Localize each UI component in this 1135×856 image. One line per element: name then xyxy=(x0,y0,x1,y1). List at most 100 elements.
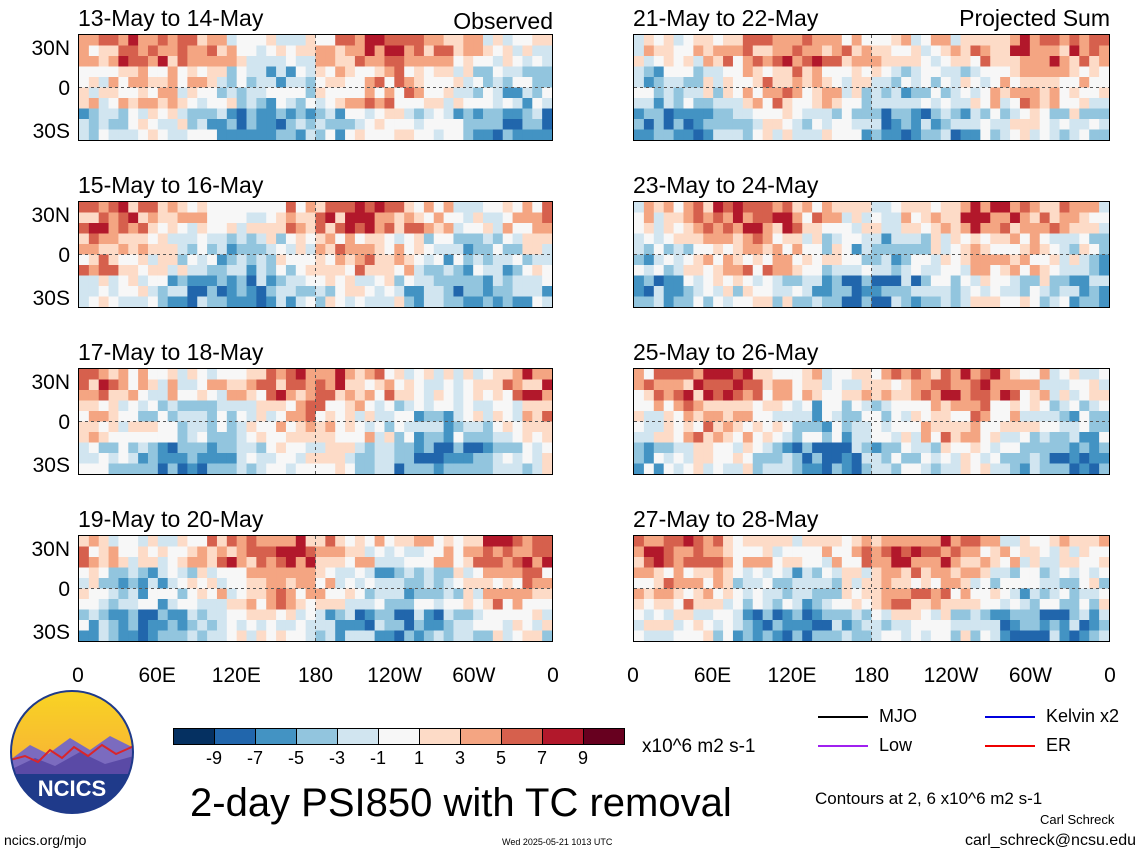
anomaly-cell xyxy=(374,265,386,277)
anomaly-cell xyxy=(433,411,445,423)
anomaly-cell xyxy=(950,202,962,214)
anomaly-cell xyxy=(970,421,982,433)
anomaly-cell xyxy=(276,119,287,131)
anomaly-cell xyxy=(950,244,962,256)
anomaly-cell xyxy=(930,87,942,99)
anomaly-cell xyxy=(364,244,376,256)
anomaly-cell xyxy=(990,66,1002,78)
legend-swatch-kelvin xyxy=(985,716,1035,718)
anomaly-cell xyxy=(147,296,159,307)
anomaly-cell xyxy=(423,421,435,433)
anomaly-cell xyxy=(394,411,406,423)
anomaly-cell xyxy=(492,212,504,224)
anomaly-cell xyxy=(325,129,337,140)
anomaly-cell xyxy=(532,463,544,474)
anomaly-cell xyxy=(443,442,455,454)
anomaly-cell xyxy=(1099,56,1109,68)
anomaly-cell xyxy=(384,98,396,110)
anomaly-cell xyxy=(861,119,873,131)
anomaly-cell xyxy=(226,77,238,89)
anomaly-cell xyxy=(512,223,524,235)
anomaly-cell xyxy=(643,546,655,558)
anomaly-cell xyxy=(940,578,952,590)
anomaly-cell xyxy=(822,45,833,57)
anomaly-cell xyxy=(1089,129,1101,140)
anomaly-cell xyxy=(532,223,544,235)
anomaly-cell xyxy=(782,432,794,444)
anomaly-cell xyxy=(831,286,843,298)
anomaly-cell xyxy=(404,56,416,68)
anomaly-cell xyxy=(276,588,287,600)
anomaly-cell xyxy=(1010,411,1021,423)
anomaly-cell xyxy=(1029,546,1041,558)
anomaly-cell xyxy=(453,390,465,402)
anomaly-cell xyxy=(1039,578,1051,590)
anomaly-cell xyxy=(990,536,1002,548)
anomaly-cell xyxy=(901,296,913,307)
anomaly-cell xyxy=(980,212,992,224)
anomaly-cell xyxy=(207,442,218,454)
anomaly-cell xyxy=(512,557,524,569)
anomaly-cell xyxy=(881,244,893,256)
anomaly-cell xyxy=(98,56,110,68)
anomaly-cell xyxy=(404,620,416,632)
anomaly-cell xyxy=(246,286,258,298)
anomaly-cell xyxy=(990,286,1002,298)
anomaly-cell xyxy=(285,265,297,277)
anomaly-cell xyxy=(762,442,774,454)
anomaly-cell xyxy=(851,35,863,47)
anomaly-cell xyxy=(1039,411,1051,423)
anomaly-cell xyxy=(128,233,140,245)
anomaly-cell xyxy=(79,390,90,402)
anomaly-cell xyxy=(453,244,465,256)
anomaly-cell xyxy=(226,411,238,423)
anomaly-cell xyxy=(128,546,140,558)
anomaly-cell xyxy=(79,453,90,465)
anomaly-cell xyxy=(483,390,494,402)
anomaly-cell xyxy=(1000,275,1012,287)
anomaly-cell xyxy=(1059,244,1071,256)
anomaly-cell xyxy=(246,265,258,277)
anomaly-cell xyxy=(98,609,110,621)
anomaly-cell xyxy=(822,630,833,641)
anomaly-cell xyxy=(920,411,932,423)
anomaly-cell xyxy=(732,45,744,57)
anomaly-cell xyxy=(822,296,833,307)
anomaly-cell xyxy=(1039,463,1051,474)
anomaly-cell xyxy=(453,369,465,381)
anomaly-cell xyxy=(98,546,110,558)
anomaly-cell xyxy=(492,77,504,89)
anomaly-cell xyxy=(414,442,425,454)
anomaly-cell xyxy=(940,275,952,287)
anomaly-cell xyxy=(207,453,218,465)
anomaly-cell xyxy=(532,286,544,298)
anomaly-cell xyxy=(177,45,189,57)
anomaly-cell xyxy=(414,432,425,444)
anomaly-cell xyxy=(118,463,130,474)
anomaly-cell xyxy=(325,567,337,579)
anomaly-cell xyxy=(1039,286,1051,298)
anomaly-cell xyxy=(1089,275,1101,287)
anomaly-cell xyxy=(266,98,278,110)
anomaly-cell xyxy=(841,599,853,611)
lat-label: 30N xyxy=(31,538,70,561)
anomaly-cell xyxy=(542,411,552,423)
anomaly-cell xyxy=(532,432,544,444)
anomaly-cell xyxy=(752,286,764,298)
anomaly-cell xyxy=(851,421,863,433)
anomaly-cell xyxy=(822,442,833,454)
anomaly-cell xyxy=(216,202,228,214)
anomaly-cell xyxy=(980,453,992,465)
anomaly-cell xyxy=(792,442,804,454)
anomaly-cell xyxy=(1019,244,1031,256)
anomaly-cell xyxy=(812,119,824,131)
site-url[interactable]: ncics.org/mjo xyxy=(4,832,87,848)
anomaly-cell xyxy=(354,56,366,68)
anomaly-cell xyxy=(335,599,347,611)
anomaly-cell xyxy=(463,567,475,579)
anomaly-cell xyxy=(970,379,982,391)
anomaly-cell xyxy=(831,453,843,465)
anomaly-cell xyxy=(653,77,665,89)
anomaly-cell xyxy=(990,379,1002,391)
anomaly-cell xyxy=(812,108,824,120)
